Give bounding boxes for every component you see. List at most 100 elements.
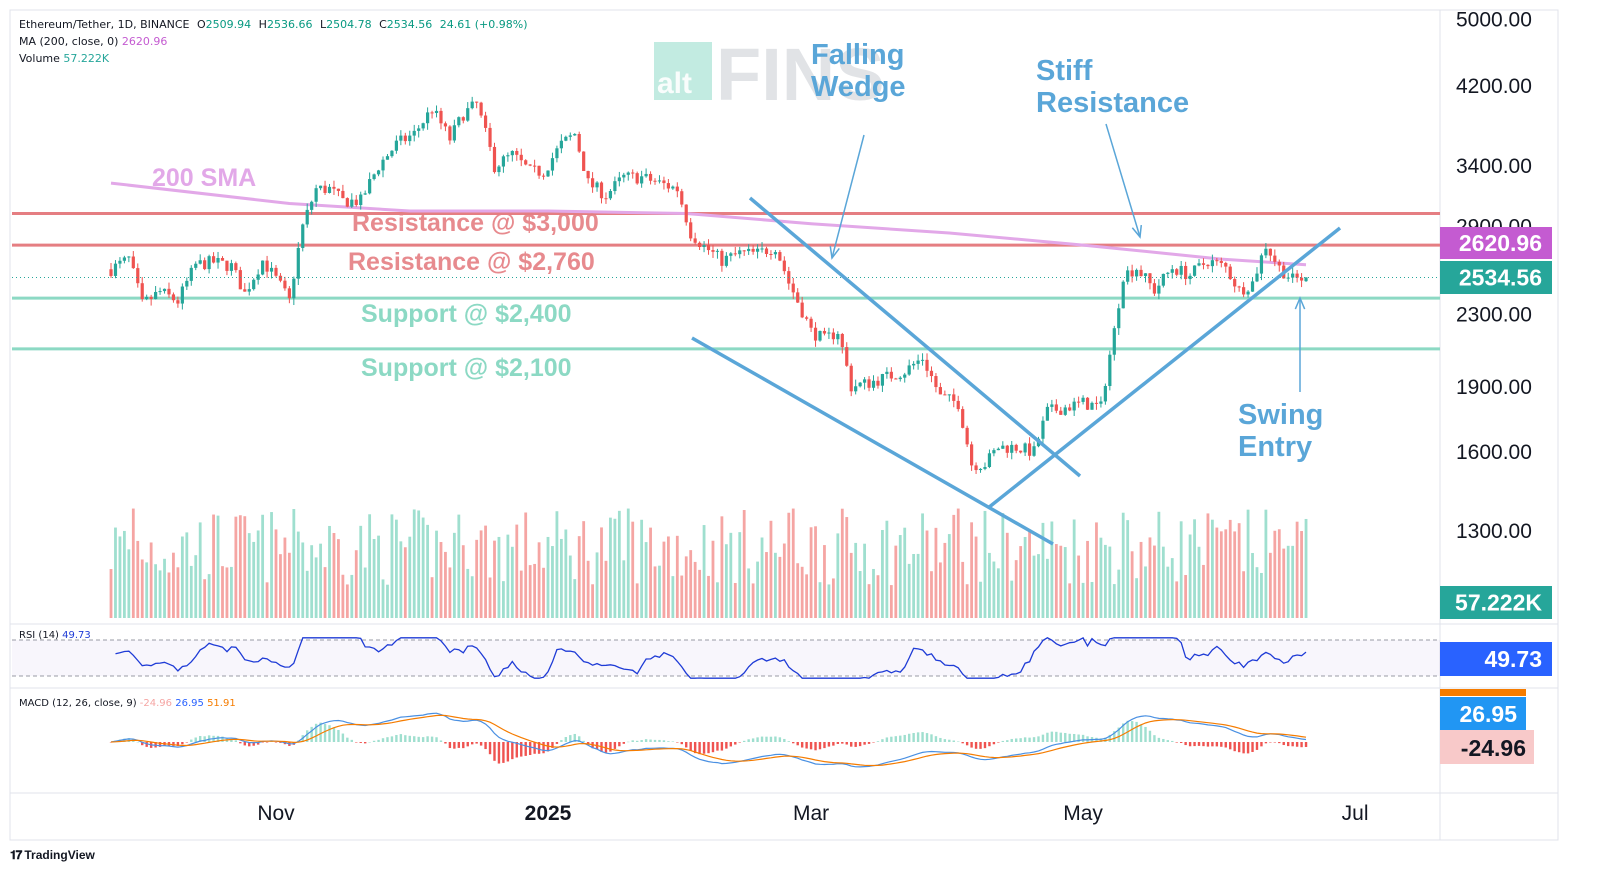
- macd-hist-bar: [872, 742, 875, 743]
- macd-hist-bar: [319, 722, 322, 742]
- candle-body: [1010, 444, 1014, 453]
- macd-hist-bar: [658, 739, 661, 742]
- candle-body: [448, 126, 452, 141]
- volume-bar: [1215, 527, 1219, 618]
- candle-body: [1250, 281, 1255, 292]
- candle-body: [452, 125, 456, 141]
- macd-hist-bar: [1077, 734, 1080, 742]
- macd-hist-bar: [912, 732, 915, 742]
- candle-body: [867, 379, 871, 388]
- rsi-band: [12, 640, 1440, 676]
- candle-body: [644, 173, 648, 177]
- candle-body: [1134, 269, 1139, 277]
- volume-bar: [136, 540, 140, 618]
- volume-bar: [613, 518, 617, 618]
- volume-bar: [1237, 523, 1241, 618]
- sma-annotation: 200 SMA: [152, 164, 256, 192]
- macd-hist-bar: [181, 742, 184, 745]
- candle-body: [269, 267, 274, 272]
- volume-bar: [252, 541, 256, 618]
- candle-body: [1273, 255, 1277, 262]
- macd-hist-bar: [444, 742, 447, 744]
- volume-bar: [270, 512, 273, 618]
- candle-body: [167, 288, 171, 295]
- macd-hist-bar: [903, 734, 906, 742]
- candle-body: [118, 260, 122, 264]
- candle-body: [827, 332, 831, 334]
- volume-bar: [591, 584, 594, 618]
- macd-hist-bar: [957, 741, 960, 742]
- volume-bar: [1077, 555, 1081, 618]
- macd-hist-bar: [1291, 742, 1294, 747]
- candle-body: [653, 180, 657, 182]
- ma-legend[interactable]: MA (200, close, 0) 2620.96: [19, 35, 167, 48]
- y-tick-label: 3400.00: [1456, 155, 1532, 178]
- volume-bar: [1014, 560, 1018, 618]
- volume-bar: [497, 536, 501, 618]
- volume-legend[interactable]: Volume 57.222K: [19, 52, 109, 65]
- candle-body: [265, 260, 269, 272]
- candle-body: [274, 267, 278, 276]
- candle-body: [698, 242, 702, 247]
- volume-bar: [885, 520, 889, 618]
- volume-bar: [493, 540, 496, 618]
- candle-body: [733, 253, 737, 255]
- volume-bar: [359, 525, 363, 618]
- macd-hist-bar: [756, 737, 759, 742]
- wedge-lower-line: [691, 336, 1054, 546]
- high-label: H: [258, 18, 267, 31]
- volume-bar: [1264, 509, 1268, 618]
- volume-bar: [707, 575, 710, 618]
- rsi-badge: 49.73: [1440, 642, 1552, 676]
- volume-bar: [221, 566, 224, 618]
- volume-bar: [979, 581, 982, 618]
- candle-body: [1050, 404, 1054, 407]
- macd-hist-bar: [1175, 742, 1178, 743]
- candle-body: [773, 252, 778, 255]
- macd-signal-value: 51.91: [207, 698, 236, 709]
- volume-bar: [1206, 513, 1210, 618]
- candle-body: [657, 180, 662, 182]
- candle-body: [577, 133, 581, 152]
- volume-bar: [876, 575, 880, 618]
- rsi-legend[interactable]: RSI (14) 49.73: [19, 630, 91, 641]
- macd-line-badge-text: 26.95: [1459, 701, 1517, 727]
- volume-bar: [337, 539, 340, 618]
- macd-hist-bar: [1237, 742, 1241, 753]
- volume-bar: [1032, 555, 1036, 618]
- tradingview-logo[interactable]: 𝟏𝟕 TradingView: [10, 848, 95, 863]
- macd-hist-bar: [417, 736, 420, 742]
- volume-bar: [818, 582, 822, 618]
- candle-body: [1246, 291, 1250, 295]
- volume-bar: [444, 551, 447, 618]
- volume-bar: [345, 584, 349, 618]
- y-tick-label: 4200.00: [1456, 75, 1532, 98]
- volume-bar: [350, 574, 354, 618]
- macd-hist-bar: [970, 742, 973, 748]
- y-tick-label: 1300.00: [1456, 520, 1532, 543]
- volume-bar: [1300, 531, 1303, 618]
- macd-signal-badge: [1440, 689, 1526, 696]
- candle-body: [368, 179, 372, 194]
- swing-entry-label-1: Swing: [1238, 399, 1323, 431]
- macd-hist-bar: [809, 742, 813, 750]
- macd-hist-bar: [1117, 727, 1120, 742]
- volume-bar: [1304, 518, 1308, 618]
- volume-bar: [1099, 537, 1103, 618]
- candle-body: [1201, 263, 1206, 265]
- volume-bar: [894, 545, 898, 618]
- candle-body: [796, 292, 800, 303]
- candle-body: [501, 156, 506, 167]
- candle-body: [127, 256, 131, 258]
- volume-bar: [872, 568, 875, 618]
- volume-bar: [448, 567, 452, 618]
- candle-body: [992, 450, 996, 454]
- candle-body: [590, 178, 595, 188]
- macd-hist-bar: [542, 742, 545, 754]
- volume-bar: [533, 563, 537, 618]
- macd-legend[interactable]: MACD (12, 26, close, 9) -24.96 26.95 51.…: [19, 698, 236, 709]
- volume-bar: [889, 585, 893, 618]
- macd-hist-bar: [841, 742, 844, 744]
- macd-hist-bar: [711, 742, 715, 753]
